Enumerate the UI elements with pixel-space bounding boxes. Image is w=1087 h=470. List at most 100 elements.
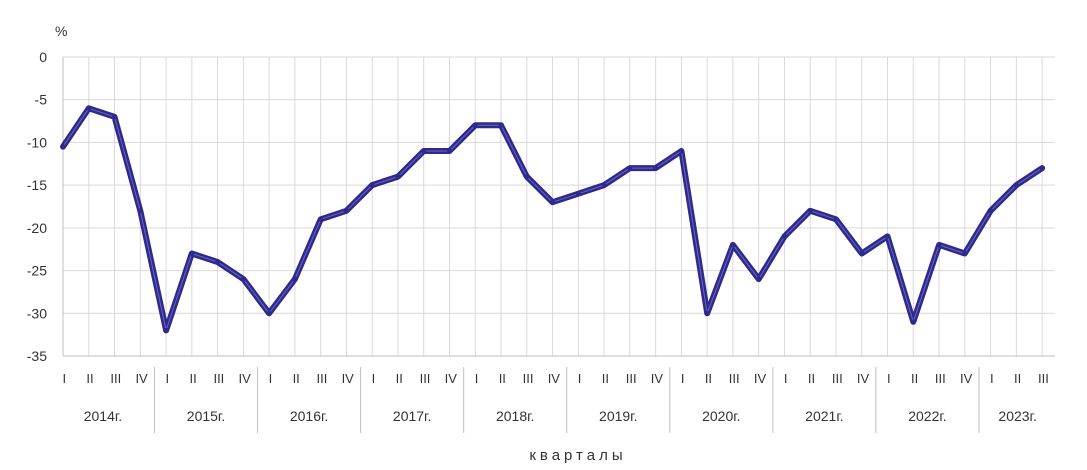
data-point: [859, 250, 865, 256]
data-point: [988, 208, 994, 214]
data-point: [60, 144, 66, 150]
x-quarter-label: IV: [548, 371, 561, 386]
data-point: [395, 174, 401, 180]
data-point: [215, 259, 221, 265]
x-quarter-label: IV: [342, 371, 355, 386]
x-year-label: 2022г.: [908, 408, 946, 424]
data-point: [601, 182, 607, 188]
x-year-label: 2020г.: [702, 408, 740, 424]
x-year-label: 2014г.: [84, 408, 122, 424]
data-point: [189, 250, 195, 256]
x-year-label: 2015г.: [187, 408, 225, 424]
x-quarter-label: III: [420, 371, 431, 386]
x-quarter-label: II: [911, 371, 918, 386]
grid-layer: [62, 56, 1055, 357]
y-tick-label: -5: [35, 92, 48, 108]
data-point: [446, 148, 452, 154]
x-year-label: 2023г.: [998, 408, 1036, 424]
x-quarter-label: II: [293, 371, 300, 386]
y-tick-label: 0: [39, 49, 47, 65]
data-point: [318, 216, 324, 222]
data-point: [833, 216, 839, 222]
x-quarter-label: I: [887, 371, 891, 386]
data-point: [498, 122, 504, 128]
x-quarter-label: III: [213, 371, 224, 386]
data-point: [781, 233, 787, 239]
x-quarter-label: IV: [754, 371, 767, 386]
data-point: [1013, 182, 1019, 188]
data-point: [575, 191, 581, 197]
x-year-label: 2018г.: [496, 408, 534, 424]
axis-layer: [62, 57, 1055, 433]
data-point: [1039, 165, 1045, 171]
data-point: [292, 276, 298, 282]
data-point: [627, 165, 633, 171]
y-axis-unit-label: %: [55, 23, 67, 39]
data-point: [807, 208, 813, 214]
x-axis-title: кварталы: [529, 447, 626, 464]
x-quarter-label: III: [523, 371, 534, 386]
data-point: [962, 250, 968, 256]
x-quarter-label: II: [396, 371, 403, 386]
y-tick-label: -35: [27, 348, 47, 364]
data-point: [653, 165, 659, 171]
x-quarter-label: IV: [239, 371, 252, 386]
data-point: [369, 182, 375, 188]
x-year-label: 2016г.: [290, 408, 328, 424]
data-point: [550, 199, 556, 205]
data-point: [137, 208, 143, 214]
x-quarter-label: I: [681, 371, 685, 386]
x-quarter-label: III: [110, 371, 121, 386]
x-quarter-label: II: [190, 371, 197, 386]
x-quarter-label: II: [602, 371, 609, 386]
data-point: [112, 114, 118, 120]
x-quarter-label: I: [578, 371, 582, 386]
data-point: [730, 242, 736, 248]
x-quarter-label: IV: [445, 371, 458, 386]
data-point: [240, 276, 246, 282]
x-quarter-label: II: [86, 371, 93, 386]
x-quarter-label: II: [808, 371, 815, 386]
data-point: [678, 148, 684, 154]
x-quarter-label: III: [626, 371, 637, 386]
data-point: [704, 310, 710, 316]
x-year-label: 2021г.: [805, 408, 843, 424]
x-quarter-label: IV: [960, 371, 973, 386]
x-quarter-label: II: [705, 371, 712, 386]
data-point: [266, 310, 272, 316]
x-quarter-label: I: [166, 371, 170, 386]
y-tick-label: -10: [27, 134, 47, 150]
x-quarter-label: I: [269, 371, 273, 386]
y-tick-label: -30: [27, 305, 47, 321]
x-quarter-label: IV: [857, 371, 870, 386]
x-quarter-label: III: [317, 371, 328, 386]
x-quarter-label: I: [784, 371, 788, 386]
data-point: [343, 208, 349, 214]
x-quarter-label: IV: [651, 371, 664, 386]
x-quarter-label: II: [1014, 371, 1021, 386]
x-quarter-label: I: [372, 371, 376, 386]
data-point: [936, 242, 942, 248]
data-point: [756, 276, 762, 282]
y-tick-label: -25: [27, 263, 47, 279]
y-tick-label: -15: [27, 177, 47, 193]
x-year-label: 2017г.: [393, 408, 431, 424]
y-tick-label: -20: [27, 220, 47, 236]
x-quarter-label: I: [475, 371, 479, 386]
x-quarter-label: III: [729, 371, 740, 386]
x-quarter-label: I: [990, 371, 994, 386]
data-point: [163, 327, 169, 333]
label-layer: 0-5-10-15-20-25-30-35I II III IV I II III IV I II…: [27, 49, 1049, 424]
x-year-label: 2019г.: [599, 408, 637, 424]
data-point: [86, 105, 92, 111]
data-point: [421, 148, 427, 154]
x-quarter-label: III: [935, 371, 946, 386]
x-quarter-label: II: [499, 371, 506, 386]
series-layer: [60, 105, 1046, 334]
data-point: [910, 319, 916, 325]
x-quarter-label: I: [62, 371, 66, 386]
data-point: [885, 233, 891, 239]
data-point: [524, 174, 530, 180]
